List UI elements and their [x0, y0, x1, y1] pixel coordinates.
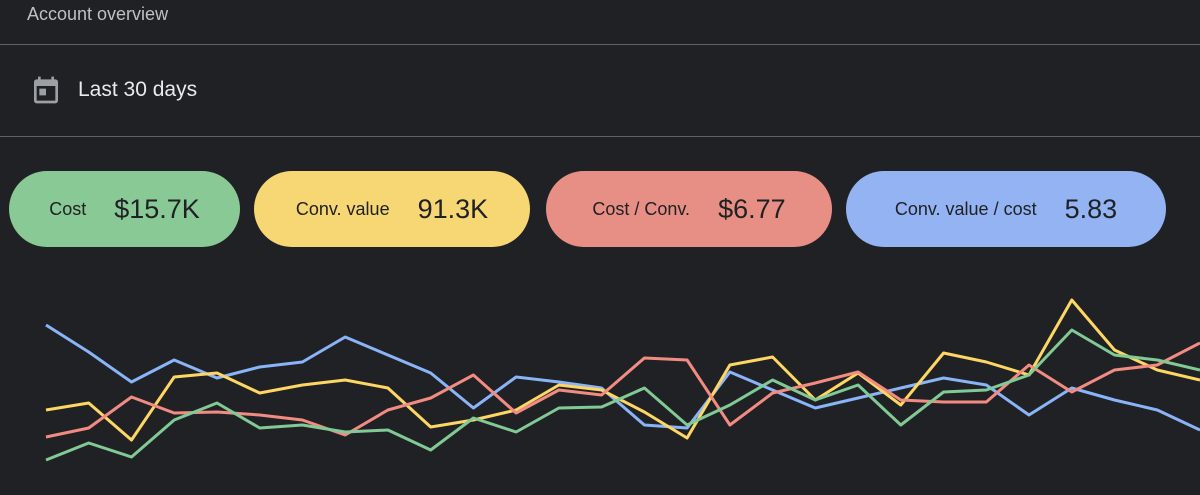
divider [0, 44, 1200, 45]
metric-value: 91.3K [417, 193, 489, 224]
page-title: Account overview [27, 4, 169, 24]
series-line [45, 341, 1200, 439]
calendar-icon [34, 76, 58, 104]
series-line [45, 328, 1200, 462]
metric-card[interactable]: Conv. value / cost 5.83 [846, 171, 1166, 247]
series-line [45, 298, 1200, 442]
metric-label: Conv. value [295, 198, 390, 219]
metric-card[interactable]: Cost $15.7K [9, 171, 240, 247]
date-range[interactable]: Last 30 days [78, 78, 198, 101]
metric-value: $15.7K [114, 193, 200, 224]
metric-card[interactable]: Conv. value 91.3K [254, 171, 530, 247]
series-line [45, 323, 1200, 432]
divider [0, 136, 1200, 137]
metric-card[interactable]: Cost / Conv. $6.77 [546, 171, 832, 247]
metric-value: $6.77 [718, 193, 786, 224]
metric-label: Cost [49, 198, 87, 219]
metric-value: 5.83 [1064, 193, 1118, 224]
metric-label: Conv. value / cost [894, 198, 1037, 219]
metric-label: Cost / Conv. [592, 198, 691, 219]
